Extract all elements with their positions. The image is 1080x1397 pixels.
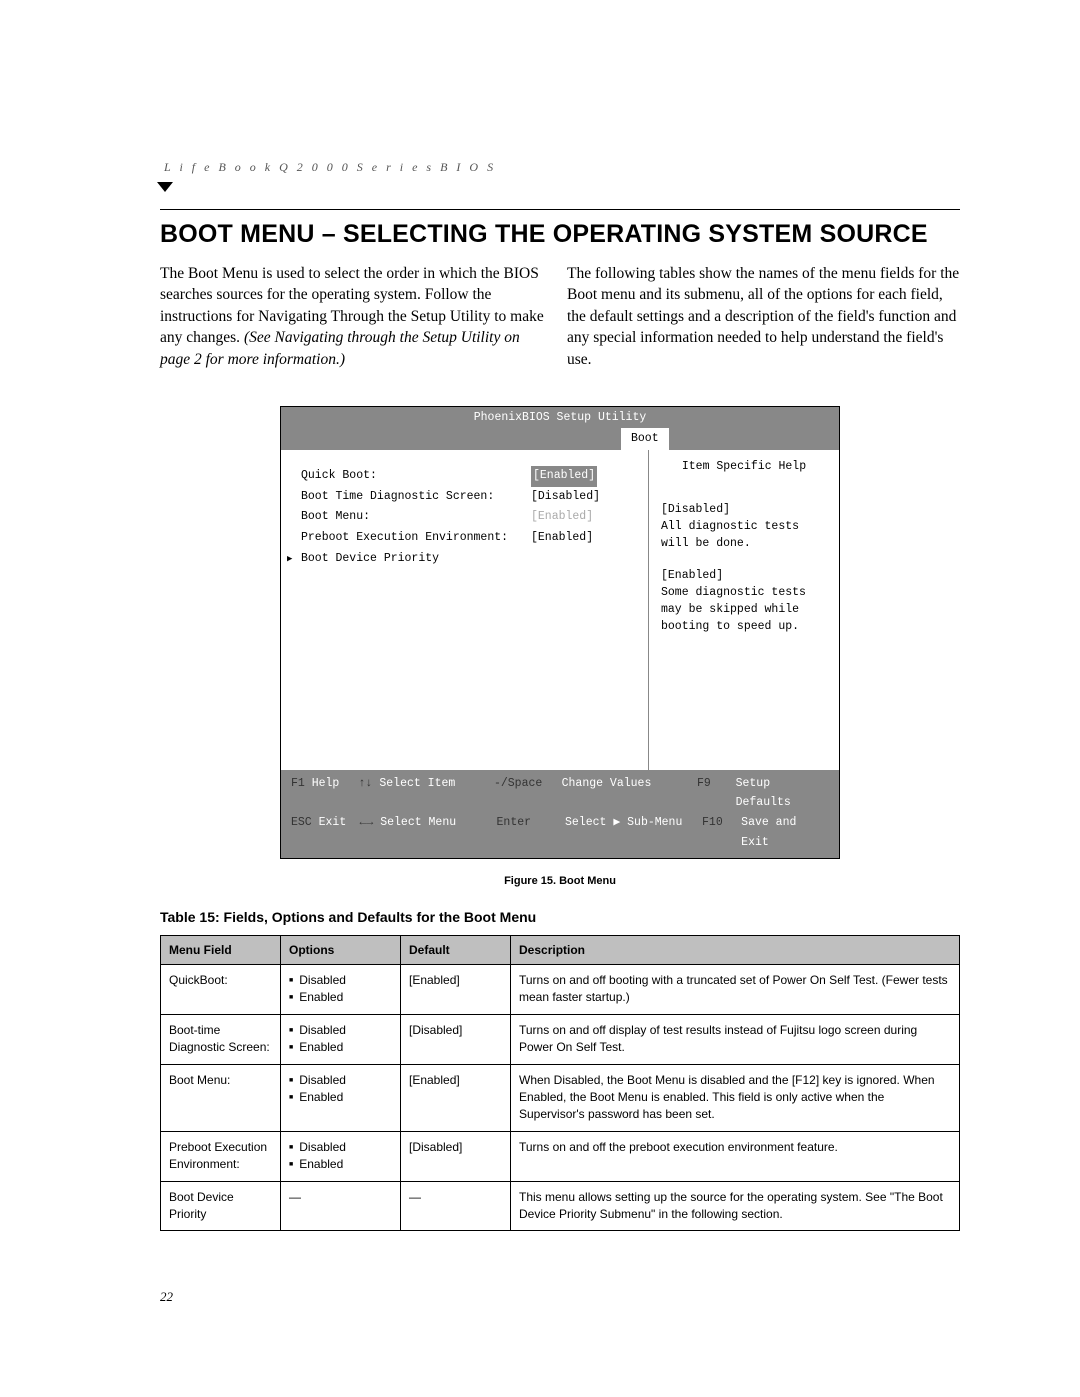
option-item: Enabled [289,1039,392,1056]
cell-options: DisabledEnabled [281,1131,401,1181]
cell-description: This menu allows setting up the source f… [511,1181,960,1231]
key-leftright: ←→ [360,816,374,829]
bios-field-row: Preboot Execution Environment:[Enabled] [301,528,640,549]
option-item: Disabled [289,1072,392,1089]
bios-footer: F1 Help ↑↓ Select Item -/Space Change Va… [281,770,839,858]
table-body: QuickBoot:DisabledEnabled[Enabled]Turns … [161,965,960,1231]
horizontal-rule [160,209,960,210]
bios-help-p1: [Disabled]All diagnostic tests will be d… [661,501,827,553]
bios-field-label: Boot Device Priority [301,549,531,570]
key-esc: ESC [291,816,312,829]
th-description: Description [511,936,960,965]
label-save-exit: Save and Exit [741,813,829,852]
cell-description: Turns on and off the preboot execution e… [511,1131,960,1181]
cell-default: [Disabled] [401,1131,511,1181]
table-row: Boot Device Priority——This menu allows s… [161,1181,960,1231]
page-title: BOOT MENU – SELECTING THE OPERATING SYST… [160,220,960,249]
bios-help-header: Item Specific Help [661,460,827,473]
cell-default: [Enabled] [401,965,511,1015]
cell-options: DisabledEnabled [281,965,401,1015]
cell-options: DisabledEnabled [281,1014,401,1064]
cell-options: — [281,1181,401,1231]
bios-footer-row-2: ESC Exit ←→ Select Menu Enter Select ▶ S… [291,813,829,852]
bios-field-row: Boot Device Priority [301,549,640,570]
key-enter: Enter [497,813,566,852]
bios-help-p2: [Enabled]Some diagnostic tests may be sk… [661,567,827,636]
bios-field-value: [Enabled] [531,528,611,549]
option-item: Disabled [289,972,392,989]
cell-default: [Enabled] [401,1064,511,1131]
bios-field-row: Boot Time Diagnostic Screen:[Disabled] [301,487,640,508]
cell-field: Boot-time Diagnostic Screen: [161,1014,281,1064]
bios-field-row: Quick Boot:[Enabled] [301,466,640,487]
th-options: Options [281,936,401,965]
bios-field-value: [Enabled] [531,507,611,528]
key-f9: F9 [697,774,736,813]
table-row: Boot Menu:DisabledEnabled[Enabled]When D… [161,1064,960,1131]
label-select-submenu: Select ▶ Sub-Menu [565,813,702,852]
bios-field-value: [Disabled] [531,487,611,508]
option-item: Disabled [289,1139,392,1156]
intro-left: The Boot Menu is used to select the orde… [160,263,553,370]
bios-body: Quick Boot:[Enabled]Boot Time Diagnostic… [281,450,839,770]
option-item: Enabled [289,1156,392,1173]
cell-default: — [401,1181,511,1231]
cell-description: Turns on and off display of test results… [511,1014,960,1064]
option-item: Disabled [289,1022,392,1039]
table-caption: Table 15: Fields, Options and Defaults f… [160,909,960,925]
label-change-values: Change Values [562,774,697,813]
th-default: Default [401,936,511,965]
intro-columns: The Boot Menu is used to select the orde… [160,263,960,370]
th-menu-field: Menu Field [161,936,281,965]
bios-help-panel: Item Specific Help [Disabled]All diagnos… [649,450,839,770]
key-f1: F1 [291,777,305,790]
bios-field-value: [Enabled] [531,466,597,487]
bios-left-panel: Quick Boot:[Enabled]Boot Time Diagnostic… [281,450,649,770]
bios-field-label: Boot Time Diagnostic Screen: [301,487,531,508]
bios-field-row: Boot Menu:[Enabled] [301,507,640,528]
page-number: 22 [160,1289,173,1305]
cell-description: Turns on and off booting with a truncate… [511,965,960,1015]
cell-field: QuickBoot: [161,965,281,1015]
cell-description: When Disabled, the Boot Menu is disabled… [511,1064,960,1131]
bios-field-label: Preboot Execution Environment: [301,528,531,549]
document-page: L i f e B o o k Q 2 0 0 0 S e r i e s B … [0,0,1080,1291]
label-select-menu: Select Menu [380,816,456,829]
bios-tab-bar: Boot [281,428,839,450]
intro-right: The following tables show the names of t… [567,263,960,370]
cell-field: Boot Menu: [161,1064,281,1131]
bios-footer-row-1: F1 Help ↑↓ Select Item -/Space Change Va… [291,774,829,813]
table-row: Boot-time Diagnostic Screen:DisabledEnab… [161,1014,960,1064]
running-header: L i f e B o o k Q 2 0 0 0 S e r i e s B … [164,160,960,175]
key-space: -/Space [494,774,562,813]
table-row: QuickBoot:DisabledEnabled[Enabled]Turns … [161,965,960,1015]
figure-caption: Figure 15. Boot Menu [160,875,960,887]
table-row: Preboot Execution Environment:DisabledEn… [161,1131,960,1181]
label-select-item: Select Item [379,777,455,790]
cell-default: [Disabled] [401,1014,511,1064]
fields-table: Menu Field Options Default Description Q… [160,935,960,1231]
label-exit: Exit [319,816,347,829]
key-f10: F10 [702,813,741,852]
bios-screenshot: PhoenixBIOS Setup Utility Boot Quick Boo… [280,406,840,859]
cell-field: Boot Device Priority [161,1181,281,1231]
bios-field-label: Quick Boot: [301,466,531,487]
table-head: Menu Field Options Default Description [161,936,960,965]
bios-tab-boot: Boot [621,428,669,450]
section-marker-icon [157,182,173,192]
option-item: Enabled [289,989,392,1006]
label-help: Help [312,777,340,790]
cell-options: DisabledEnabled [281,1064,401,1131]
label-setup-defaults: Setup Defaults [736,774,829,813]
bios-field-label: Boot Menu: [301,507,531,528]
key-updown: ↑↓ [359,777,373,790]
bios-title: PhoenixBIOS Setup Utility [281,407,839,428]
cell-field: Preboot Execution Environment: [161,1131,281,1181]
option-item: Enabled [289,1089,392,1106]
